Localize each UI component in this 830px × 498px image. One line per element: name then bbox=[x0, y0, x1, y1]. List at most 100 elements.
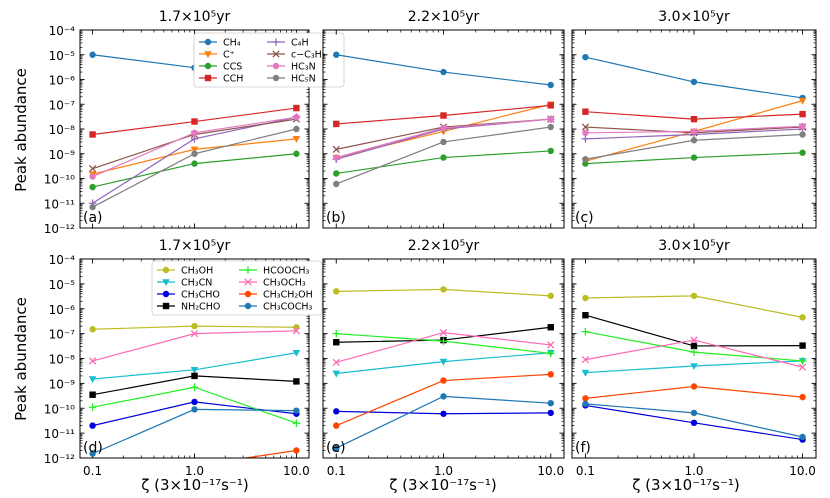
data-point bbox=[690, 419, 698, 427]
data-point bbox=[547, 81, 554, 89]
series-group bbox=[88, 322, 301, 458]
data-point bbox=[690, 292, 698, 300]
data-point bbox=[547, 399, 554, 407]
x-axis-label-3: ζ (3×10⁻¹⁷s⁻¹) bbox=[632, 476, 740, 494]
data-point bbox=[190, 367, 199, 374]
y-tick-label: 10⁻⁹ bbox=[49, 148, 76, 162]
legend-marker bbox=[244, 266, 252, 274]
data-point bbox=[547, 102, 554, 109]
legend-label: CH₃OH bbox=[181, 266, 213, 277]
chart-panel-5: 0.1 1.0 10.0 2.2×10⁵yr (e) bbox=[322, 238, 565, 478]
data-point bbox=[799, 314, 806, 321]
y-axis-label-bottom: Peak abundance bbox=[12, 297, 30, 421]
data-point bbox=[690, 137, 698, 144]
legend-label: CH₃CH₂OH bbox=[263, 290, 313, 301]
y-axis-label-top: Peak abundance bbox=[12, 68, 30, 192]
data-point bbox=[581, 123, 590, 131]
y-tick-label: 10⁻⁷ bbox=[49, 98, 76, 112]
legend-label: C⁺ bbox=[223, 50, 235, 61]
data-point bbox=[798, 97, 807, 105]
legend-label: HC₃N bbox=[291, 62, 316, 73]
data-point bbox=[89, 391, 96, 398]
y-tick-label: 10⁻¹⁰ bbox=[44, 402, 75, 416]
series-line bbox=[335, 395, 551, 449]
data-point bbox=[292, 327, 301, 335]
legend-label: CH₄ bbox=[223, 38, 241, 49]
plot-frame bbox=[322, 258, 565, 459]
data-point bbox=[333, 422, 340, 429]
y-tick-label: 10⁻⁴ bbox=[49, 24, 76, 38]
panel-title: 2.2×10⁵yr bbox=[408, 238, 480, 254]
legend-marker bbox=[162, 290, 170, 298]
data-point bbox=[690, 128, 698, 135]
data-point bbox=[333, 288, 340, 295]
data-point bbox=[440, 124, 447, 132]
data-point bbox=[293, 447, 300, 454]
data-point bbox=[292, 419, 301, 428]
legend-label: CH₃CN bbox=[181, 278, 212, 289]
legend-marker bbox=[272, 74, 280, 82]
data-point bbox=[191, 322, 198, 330]
data-point bbox=[690, 115, 698, 123]
chart-panel-1: 10⁻¹² 10⁻¹¹ 10⁻¹⁰ 10⁻⁹ 10⁻⁸ 10⁻⁷ 10⁻⁶ 10⁻⁵ 10⁻⁴ 1… bbox=[44, 9, 345, 236]
legend-marker bbox=[204, 51, 212, 58]
data-point bbox=[190, 135, 199, 143]
y-tick-label: 10⁻⁶ bbox=[49, 74, 76, 88]
y-tick-label: 10⁻¹¹ bbox=[44, 197, 75, 211]
data-point bbox=[547, 123, 554, 131]
series-group bbox=[332, 51, 555, 188]
data-point bbox=[546, 349, 555, 358]
chart-panel-2: 2.2×10⁵yr (b) bbox=[322, 9, 565, 229]
data-point bbox=[690, 78, 698, 86]
panel-label: (c) bbox=[575, 210, 594, 226]
x-tick-label: 10.0 bbox=[537, 464, 564, 478]
data-point bbox=[690, 336, 698, 344]
x-axis-label-2: ζ (3×10⁻¹⁷s⁻¹) bbox=[389, 476, 497, 494]
legend-marker bbox=[162, 279, 170, 286]
x-tick-label: 0.1 bbox=[327, 464, 346, 478]
y-tick-label: 10⁻⁸ bbox=[49, 353, 76, 367]
y-tick-label: 10⁻⁸ bbox=[49, 123, 76, 137]
data-point bbox=[582, 156, 589, 163]
plot-frame bbox=[322, 29, 565, 229]
legend-marker bbox=[204, 38, 212, 46]
legend-label: c−C₃H₂ bbox=[291, 50, 326, 61]
data-point bbox=[89, 131, 96, 138]
plot-frame bbox=[571, 29, 817, 229]
data-point bbox=[191, 129, 198, 137]
data-point bbox=[582, 395, 589, 402]
y-tick-label: 10⁻⁹ bbox=[49, 377, 76, 391]
plot-frame bbox=[79, 258, 310, 459]
data-point bbox=[439, 328, 448, 337]
panel-title: 3.0×10⁵yr bbox=[658, 9, 730, 25]
data-point bbox=[690, 363, 698, 370]
data-point bbox=[690, 409, 698, 417]
x-tick-label: 1.0 bbox=[684, 464, 703, 478]
data-point bbox=[293, 113, 300, 121]
data-point bbox=[190, 383, 199, 392]
data-point bbox=[293, 378, 300, 385]
series-group bbox=[332, 286, 555, 452]
panel-title: 1.7×10⁵yr bbox=[159, 238, 231, 254]
legend-marker bbox=[204, 62, 212, 70]
data-point bbox=[88, 357, 97, 365]
data-point bbox=[191, 150, 198, 157]
legend-box bbox=[151, 260, 323, 316]
data-point bbox=[581, 369, 590, 377]
data-point bbox=[191, 406, 198, 413]
series-line bbox=[92, 330, 297, 362]
data-point bbox=[581, 135, 590, 143]
data-point bbox=[799, 149, 806, 156]
series-line bbox=[336, 150, 551, 175]
data-point bbox=[332, 329, 341, 338]
data-point bbox=[439, 337, 448, 345]
data-point bbox=[798, 357, 807, 365]
legend-label: CH₃COCH₃ bbox=[263, 302, 312, 313]
legend-label: CCS bbox=[223, 62, 242, 73]
series-line bbox=[585, 295, 803, 318]
data-point bbox=[333, 408, 340, 415]
panel-label: (b) bbox=[326, 210, 346, 226]
data-point bbox=[333, 444, 340, 452]
panel-title: 2.2×10⁵yr bbox=[408, 9, 480, 25]
